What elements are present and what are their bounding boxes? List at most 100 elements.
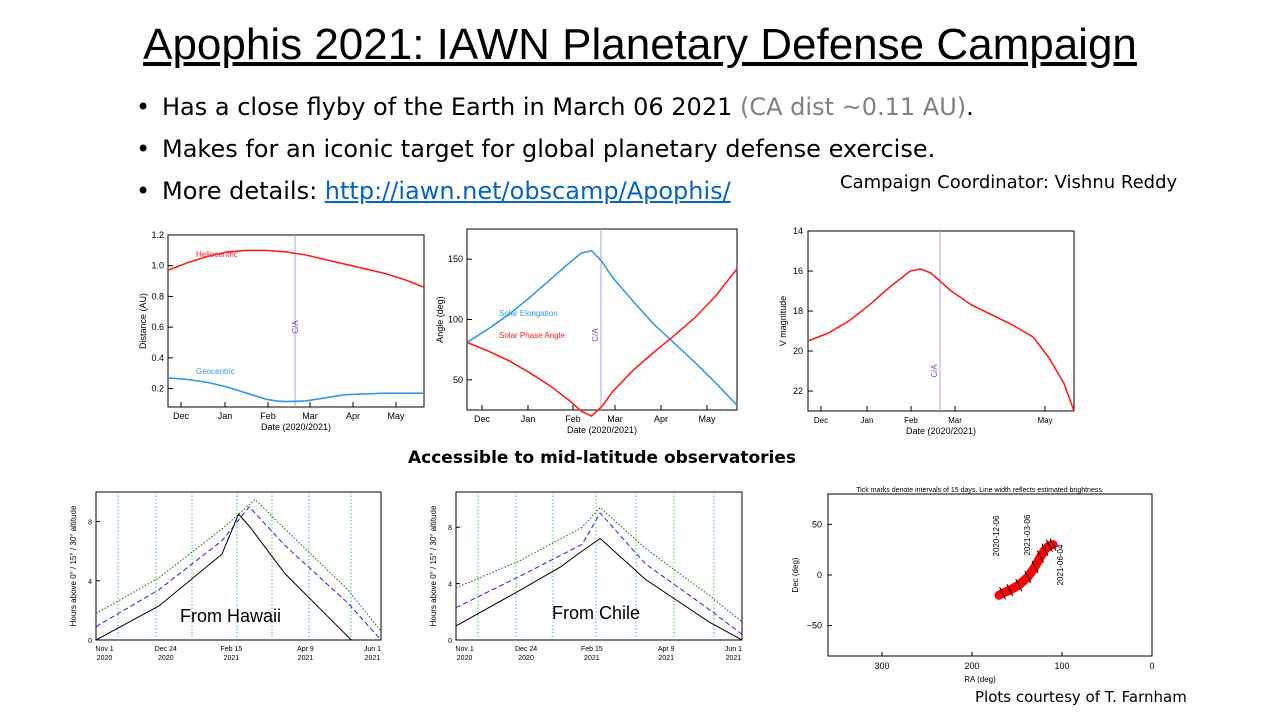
track-tick-mark <box>1049 538 1057 551</box>
plot-credit: Plots courtesy of T. Farnham <box>975 688 1187 706</box>
x-tick-year-label: 2020 <box>518 655 534 662</box>
hawaii-title: From Hawaii <box>180 606 281 626</box>
asteroid-track <box>994 540 1058 600</box>
track-tick-mark <box>999 587 1007 600</box>
y-tick-label: 8 <box>448 525 452 532</box>
legend-heliocentric: Heliocentric <box>196 250 238 259</box>
x-tick-label: Nov 1 <box>455 646 473 653</box>
x-tick-label: Dec <box>474 414 491 424</box>
x-tick-label: 100 <box>1054 661 1069 671</box>
slide-title: Apophis 2021: IAWN Planetary Defense Cam… <box>143 20 1137 69</box>
y-tick-label: 100 <box>448 315 463 325</box>
bullet-text: Has a close flyby of the Earth in March … <box>162 93 733 121</box>
x-tick-label: Dec 24 <box>515 646 537 653</box>
radec-plot-title: Tick marks denote intervals of 15 days. … <box>856 487 1104 494</box>
x-tick-label: 200 <box>964 661 979 671</box>
y-tick-label: 4 <box>88 579 92 586</box>
x-tick-year-label: 2020 <box>457 655 473 662</box>
distance-plot-frame <box>167 234 425 408</box>
y-tick-label: 0.4 <box>151 353 164 363</box>
track-tick-mark <box>1031 560 1039 574</box>
y-tick-label: 150 <box>448 254 463 264</box>
x-tick-label: May <box>387 411 405 421</box>
x-tick-label: Feb <box>904 416 918 425</box>
date-annotation: 2021-03-06 <box>1023 514 1032 555</box>
x-tick-label: May <box>1037 416 1052 425</box>
x-tick-label: 300 <box>874 661 889 671</box>
track-tick-mark <box>1024 570 1032 584</box>
series-line <box>466 268 738 417</box>
bullet-list: • Has a close flyby of the Earth in March… <box>136 86 974 212</box>
bullet-item: • Has a close flyby of the Earth in March… <box>136 86 974 128</box>
hawaii-dashed-curve <box>95 506 382 641</box>
bullet-period: . <box>966 93 974 121</box>
x-tick-label: Apr 9 <box>297 646 314 653</box>
magnitude-curve <box>807 268 1075 412</box>
x-tick-label: May <box>698 414 716 424</box>
x-axis-label: RA (deg) <box>964 675 996 684</box>
x-tick-label: Feb 15 <box>581 646 603 653</box>
accessible-caption: Accessible to mid-latitude observatories <box>408 448 797 468</box>
x-tick-label: Mar <box>948 416 962 425</box>
x-tick-year-label: 2021 <box>726 655 742 662</box>
x-tick-label: Nov 1 <box>95 646 113 653</box>
series-heliocentric-line <box>167 249 425 288</box>
track-tick-mark <box>1041 543 1049 556</box>
x-tick-label: Jun 1 <box>725 646 742 653</box>
x-tick-label: Apr <box>346 411 360 421</box>
y-tick-label: 0.6 <box>151 322 164 332</box>
ca-marker-label: C/A <box>591 328 600 342</box>
y-axis-label: Hours above 0° / 15° / 30° altitude <box>429 505 438 626</box>
y-tick-label: 50 <box>453 375 463 385</box>
y-axis-label: V magnitude <box>778 296 788 347</box>
chile-solid-curve <box>455 537 743 641</box>
hawaii-solid-curve <box>95 513 352 641</box>
x-tick-label: Dec <box>814 416 828 425</box>
x-tick-label: Apr 9 <box>658 646 675 653</box>
campaign-link[interactable]: http://iawn.net/obscamp/Apophis/ <box>324 177 731 205</box>
x-tick-year-label: 2020 <box>158 655 174 662</box>
ca-marker-label: C/A <box>291 320 300 334</box>
ca-distance-note: (CA dist ~0.11 AU) <box>740 93 967 121</box>
y-tick-label: 0 <box>448 638 452 645</box>
y-tick-label: 1.2 <box>151 230 164 240</box>
y-tick-label: 0 <box>817 570 822 580</box>
radec-plot-frame <box>827 493 1153 657</box>
legend-solar-elongation: Solar Elongation <box>499 309 558 318</box>
x-tick-label: Mar <box>607 414 623 424</box>
y-tick-label: 18 <box>793 306 803 316</box>
y-tick-label: 22 <box>793 386 803 396</box>
chile-plot-frame <box>455 491 743 641</box>
x-axis-label: Date (2020/2021) <box>261 422 331 432</box>
legend-geocentric: Geocentric <box>196 367 235 376</box>
y-tick-label: 16 <box>793 266 803 276</box>
chile-title: From Chile <box>552 603 640 623</box>
x-tick-label: Feb <box>565 414 581 424</box>
y-tick-label: 0.2 <box>151 384 164 394</box>
x-tick-year-label: 2021 <box>224 655 240 662</box>
bullet-icon: • <box>136 93 151 121</box>
bullet-icon: • <box>136 177 151 205</box>
bullet-text: Makes for an iconic target for global pl… <box>162 135 936 163</box>
bullet-icon: • <box>136 135 151 163</box>
series-line <box>466 249 738 406</box>
hawaii-plot-frame <box>95 491 382 641</box>
y-tick-label: −50 <box>807 621 822 631</box>
x-tick-label: Apr <box>654 414 668 424</box>
bullet-item: • More details: http://iawn.net/obscamp/A… <box>136 170 974 212</box>
y-tick-label: 0 <box>88 638 92 645</box>
x-axis-label: Date (2020/2021) <box>906 426 976 436</box>
y-axis-label: Hours above 0° / 15° / 30° altitude <box>69 505 78 626</box>
date-annotation: 2021-06-04 <box>1056 544 1065 585</box>
x-tick-label: Jan <box>861 416 874 425</box>
x-tick-label: 0 <box>1149 661 1154 671</box>
x-tick-year-label: 2021 <box>365 655 381 662</box>
track-tick-mark <box>1045 539 1053 552</box>
y-tick-label: 8 <box>88 520 92 527</box>
campaign-coordinator: Campaign Coordinator: Vishnu Reddy <box>840 172 1178 193</box>
chile-dashed-curve <box>455 512 743 635</box>
x-tick-label: Feb <box>260 411 276 421</box>
x-axis-label: Date (2020/2021) <box>567 425 637 435</box>
